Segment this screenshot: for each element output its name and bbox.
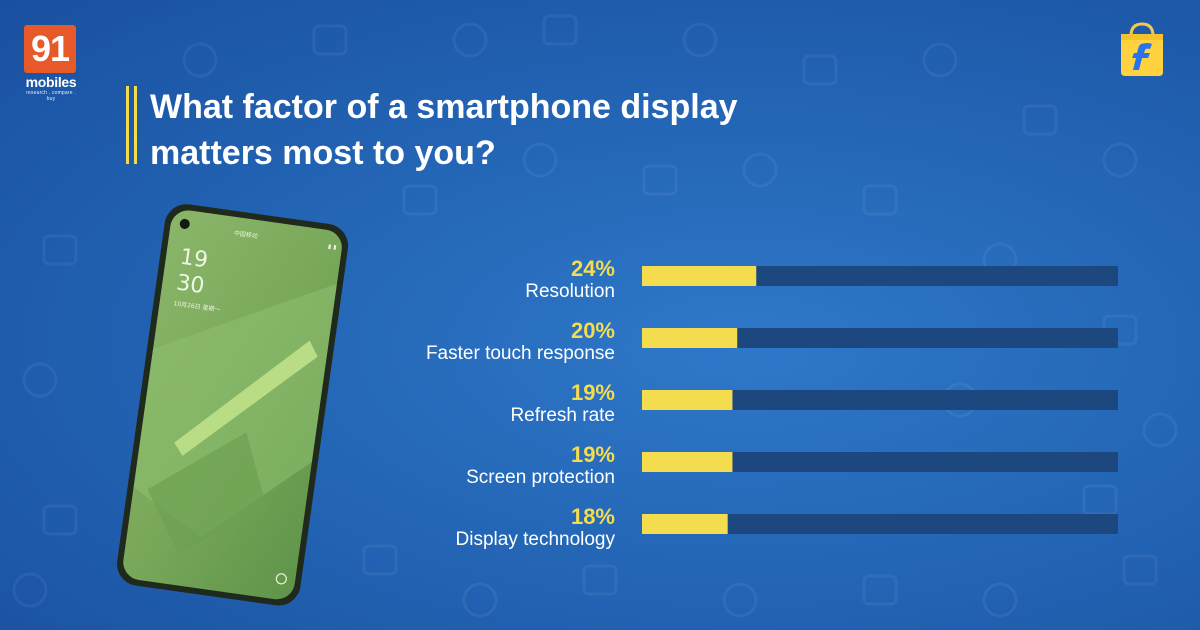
smartphone-illustration: 中国移动 ▮ ▮ 19 30 10月26日 星期一 [117, 204, 349, 606]
background-doodle [42, 504, 78, 536]
bar-track [642, 266, 1118, 286]
background-doodle [522, 142, 558, 178]
background-doodle [862, 574, 898, 606]
background-doodle [42, 234, 78, 266]
category-label: Screen protection [466, 467, 615, 488]
background-doodle [922, 42, 958, 78]
phone-carrier-text: 中国移动 [233, 229, 258, 240]
background-doodle [1102, 142, 1138, 178]
bar [642, 266, 757, 286]
background-doodle [1022, 104, 1058, 136]
background-doodle [1142, 412, 1178, 448]
category-label: Display technology [456, 529, 616, 550]
background-doodle [22, 362, 58, 398]
bar [642, 514, 728, 534]
bar-value-label: 20% [571, 318, 615, 343]
bar [642, 452, 733, 472]
category-label: Resolution [525, 281, 615, 302]
bar [642, 328, 738, 348]
bar-track [642, 514, 1118, 534]
category-label: Refresh rate [510, 405, 615, 426]
bar-track [642, 452, 1118, 472]
logo-brand-name: mobiles [25, 74, 77, 90]
background-doodle [742, 152, 778, 188]
category-label: Faster touch response [426, 343, 615, 364]
background-doodle [542, 14, 578, 46]
title-accent-bar [134, 86, 137, 164]
background-doodle [362, 544, 398, 576]
background-doodle [452, 22, 488, 58]
logo-badge: 91 [24, 25, 76, 73]
phone-clock-minutes: 30 [175, 270, 206, 299]
background-doodle [582, 564, 618, 596]
logo-tagline: research . compare . buy [26, 90, 76, 102]
background-doodle [312, 24, 348, 56]
flipkart-logo [1121, 22, 1163, 76]
bar [642, 390, 733, 410]
bar-value-label: 19% [571, 442, 615, 467]
background-doodle [802, 54, 838, 86]
91mobiles-logo: 91 mobiles research . compare . buy [24, 25, 78, 102]
bar-value-label: 19% [571, 380, 615, 405]
background-doodle [722, 582, 758, 618]
background-doodle [1122, 554, 1158, 586]
title-accent-bar [126, 86, 129, 164]
bar-track [642, 390, 1118, 410]
camera-icon [275, 573, 287, 585]
background-doodle [182, 42, 218, 78]
phone-status-icons: ▮ ▮ [328, 243, 337, 251]
background-doodle [402, 184, 438, 216]
bar-value-label: 24% [571, 256, 615, 281]
background-doodle [862, 184, 898, 216]
phone-clock-hours: 19 [178, 245, 209, 274]
bar-value-label: 18% [571, 504, 615, 529]
chart-title: What factor of a smartphone display matt… [150, 88, 738, 172]
background-doodle [12, 572, 48, 608]
background-doodle [462, 582, 498, 618]
background-doodle [682, 22, 718, 58]
background-doodle [642, 164, 678, 196]
background-doodle [982, 582, 1018, 618]
horizontal-bar-chart: 24%Resolution 20%Faster touch response 19%… [426, 256, 1118, 550]
bar-track [642, 328, 1118, 348]
